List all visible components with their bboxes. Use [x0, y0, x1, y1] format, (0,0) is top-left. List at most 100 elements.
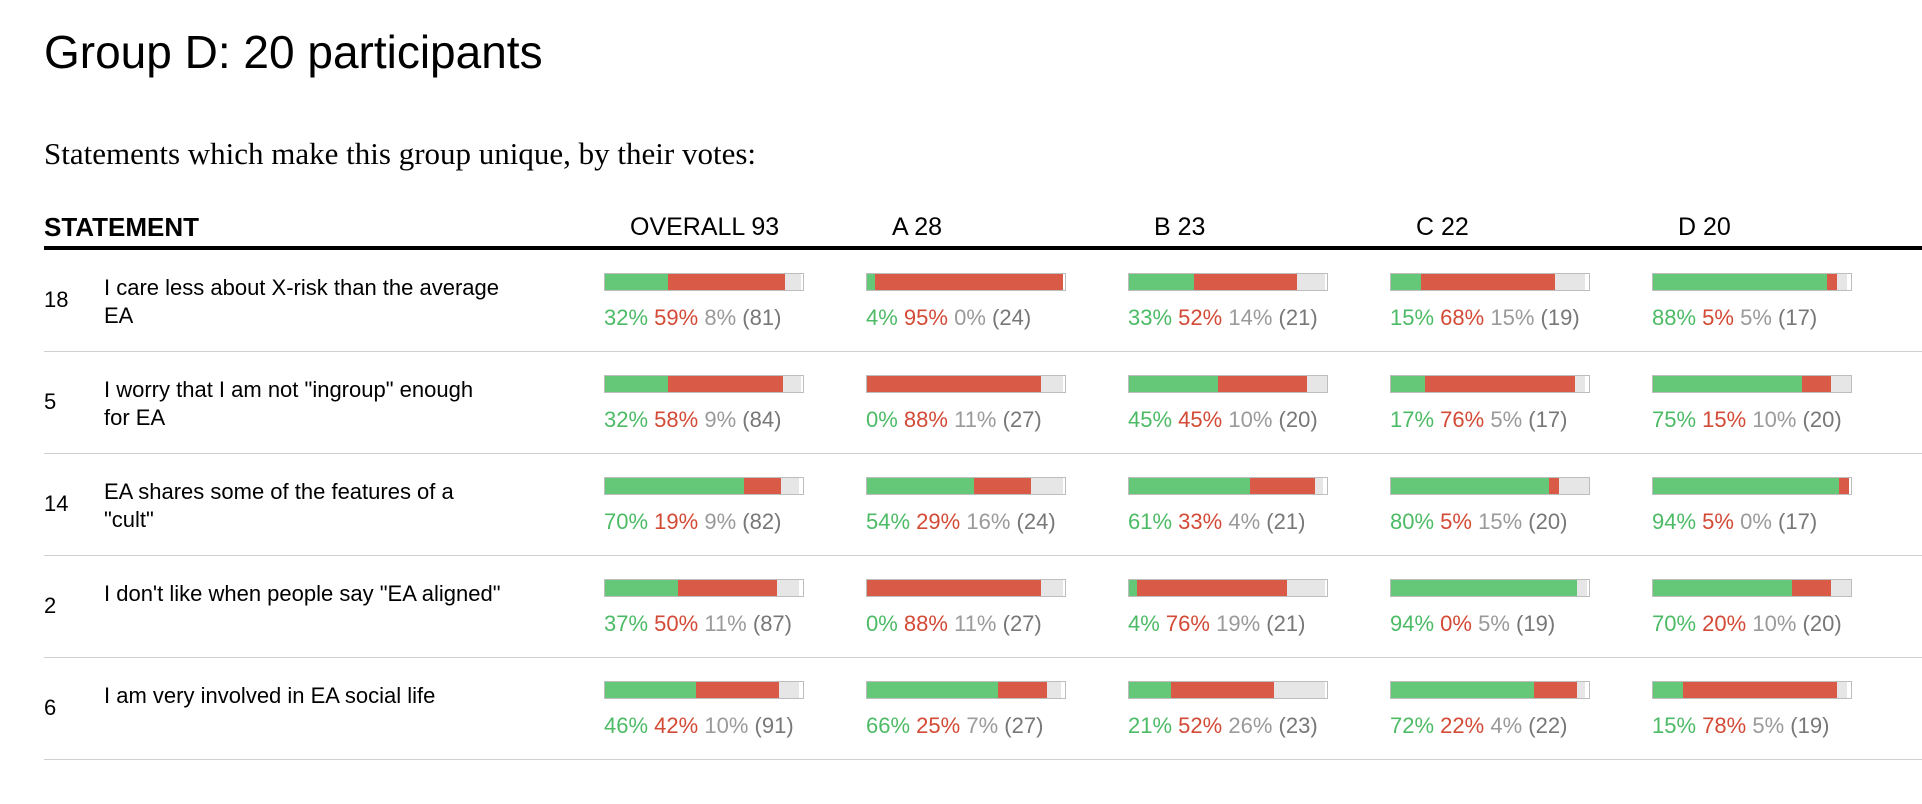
pass-segment — [779, 682, 800, 698]
vote-bar — [1652, 273, 1852, 291]
disagree-percent: 5% — [1702, 509, 1734, 534]
pass-percent: 4% — [1228, 509, 1261, 534]
vote-count: (19) — [1790, 713, 1830, 738]
statement-id: 14 — [44, 491, 69, 516]
vote-percentages: 94% 0% 5% (19) — [1390, 611, 1630, 637]
agree-percent: 72% — [1390, 713, 1435, 738]
disagree-percent: 5% — [1702, 305, 1734, 330]
pass-percent: 4% — [1490, 713, 1523, 738]
vote-cell-d: 94% 5% 0% (17) — [1652, 477, 1892, 535]
vote-percentages: 21% 52% 26% (23) — [1128, 713, 1368, 739]
vote-count: (81) — [742, 305, 782, 330]
disagree-segment — [1194, 274, 1298, 290]
group-header-b: B 23 — [1154, 213, 1206, 241]
vote-bar — [604, 579, 804, 597]
vote-cell-c: 80% 5% 15% (20) — [1390, 477, 1630, 535]
vote-cell-a: 0% 88% 11% (27) — [866, 579, 1106, 637]
agree-percent: 46% — [604, 713, 649, 738]
vote-count: (87) — [752, 611, 792, 636]
pass-segment — [1837, 274, 1848, 290]
vote-count: (17) — [1778, 509, 1818, 534]
disagree-percent: 58% — [654, 407, 699, 432]
disagree-percent: 88% — [903, 407, 948, 432]
table-row: 18 I care less about X-risk than the aver… — [44, 250, 1922, 352]
vote-count: (24) — [1016, 509, 1056, 534]
agree-percent: 0% — [866, 611, 898, 636]
vote-percentages: 0% 88% 11% (27) — [866, 407, 1106, 433]
group-header-a: A 28 — [892, 213, 943, 241]
disagree-percent: 22% — [1440, 713, 1485, 738]
vote-percentages: 70% 19% 9% (82) — [604, 509, 844, 535]
pass-percent: 10% — [1228, 407, 1273, 432]
pass-percent: 5% — [1752, 713, 1785, 738]
pass-segment — [1837, 682, 1848, 698]
disagree-percent: 76% — [1165, 611, 1210, 636]
vote-bar — [1390, 681, 1590, 699]
disagree-segment — [1801, 376, 1832, 392]
agree-segment — [867, 274, 875, 290]
pass-percent: 10% — [704, 713, 749, 738]
vote-bar — [1390, 477, 1590, 495]
vote-count: (20) — [1802, 611, 1842, 636]
vote-bar — [1390, 273, 1590, 291]
disagree-segment — [668, 274, 786, 290]
vote-cell-c: 94% 0% 5% (19) — [1390, 579, 1630, 637]
vote-count: (27) — [1002, 407, 1042, 432]
disagree-percent: 52% — [1178, 713, 1223, 738]
agree-segment — [867, 682, 998, 698]
statement-column-header: STATEMENT — [44, 212, 200, 242]
vote-count: (27) — [1002, 611, 1042, 636]
vote-bar — [1652, 477, 1852, 495]
vote-count: (21) — [1278, 305, 1318, 330]
agree-percent: 17% — [1390, 407, 1435, 432]
vote-percentages: 72% 22% 4% (22) — [1390, 713, 1630, 739]
disagree-percent: 0% — [1440, 611, 1472, 636]
vote-count: (21) — [1266, 509, 1306, 534]
vote-bar — [1128, 375, 1328, 393]
vote-cell-a: 0% 88% 11% (27) — [866, 375, 1106, 433]
pass-percent: 5% — [1478, 611, 1510, 636]
vote-bar — [866, 579, 1066, 597]
agree-segment — [1129, 682, 1171, 698]
pass-segment — [1315, 478, 1323, 494]
disagree-segment — [1791, 580, 1832, 596]
vote-percentages: 70% 20% 10% (20) — [1652, 611, 1892, 637]
pass-percent: 16% — [966, 509, 1011, 534]
pass-percent: 11% — [954, 407, 997, 432]
disagree-segment — [1170, 682, 1274, 698]
pass-percent: 15% — [1490, 305, 1535, 330]
pass-segment — [1041, 580, 1063, 596]
agree-percent: 75% — [1652, 407, 1697, 432]
vote-percentages: 75% 15% 10% (20) — [1652, 407, 1892, 433]
agree-segment — [867, 478, 974, 494]
vote-cell-b: 33% 52% 14% (21) — [1128, 273, 1368, 331]
disagree-percent: 19% — [654, 509, 699, 534]
disagree-segment — [874, 274, 1063, 290]
pass-segment — [1831, 376, 1851, 392]
agree-segment — [1129, 376, 1219, 392]
group-header-c: C 22 — [1416, 213, 1469, 241]
pass-segment — [1831, 580, 1851, 596]
vote-bar — [1390, 375, 1590, 393]
pass-percent: 10% — [1752, 611, 1797, 636]
vote-cell-overall: 32% 59% 8% (81) — [604, 273, 844, 331]
agree-percent: 94% — [1652, 509, 1697, 534]
disagree-percent: 42% — [654, 713, 699, 738]
vote-bar — [604, 273, 804, 291]
vote-bar — [866, 375, 1066, 393]
vote-count: (19) — [1516, 611, 1556, 636]
agree-segment — [1129, 274, 1195, 290]
agree-percent: 4% — [866, 305, 898, 330]
pass-segment — [1555, 274, 1585, 290]
vote-cell-overall: 46% 42% 10% (91) — [604, 681, 844, 739]
pass-percent: 8% — [704, 305, 737, 330]
pass-segment — [1047, 682, 1062, 698]
statement-text: I am very involved in EA social life — [104, 683, 436, 708]
vote-cell-b: 61% 33% 4% (21) — [1128, 477, 1368, 535]
group-header-d: D 20 — [1678, 213, 1731, 241]
disagree-percent: 45% — [1178, 407, 1223, 432]
statement-id: 2 — [44, 593, 57, 618]
vote-cell-b: 45% 45% 10% (20) — [1128, 375, 1368, 433]
vote-count: (17) — [1528, 407, 1568, 432]
vote-percentages: 0% 88% 11% (27) — [866, 611, 1106, 637]
